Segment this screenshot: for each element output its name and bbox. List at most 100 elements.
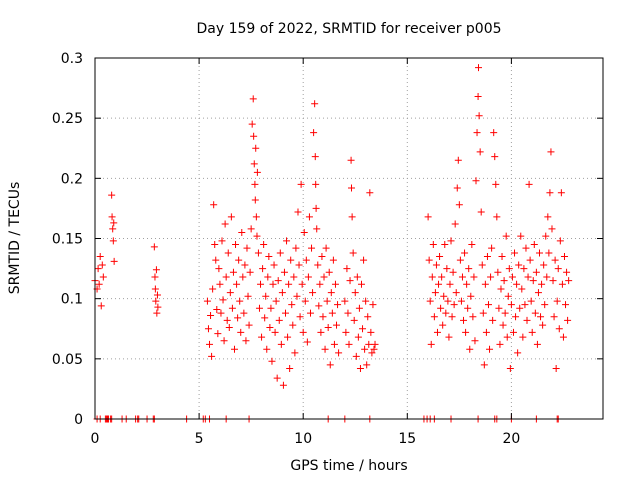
data-point (266, 324, 274, 332)
data-point (563, 268, 571, 276)
data-point (313, 225, 321, 233)
grid-lines (95, 58, 603, 419)
data-point (267, 304, 275, 312)
data-point (519, 333, 527, 341)
data-point (253, 168, 261, 176)
data-point (326, 361, 334, 369)
y-tick-label: 0 (74, 412, 83, 428)
data-point (315, 302, 323, 310)
data-point (545, 249, 553, 257)
data-point (227, 213, 235, 221)
data-point (444, 297, 452, 305)
data-point (458, 273, 466, 281)
data-point (514, 349, 522, 357)
data-point (253, 232, 261, 240)
data-point (317, 328, 325, 336)
data-point (560, 253, 568, 261)
data-point (368, 349, 376, 357)
data-point (492, 180, 500, 188)
data-point (489, 316, 497, 324)
data-point (288, 301, 296, 309)
data-point (529, 277, 537, 285)
data-point (297, 180, 305, 188)
data-point (349, 249, 357, 257)
data-point (470, 273, 478, 281)
data-point (425, 256, 433, 264)
data-point (243, 244, 251, 252)
data-point (497, 285, 505, 293)
data-point (333, 321, 341, 329)
data-point (518, 285, 526, 293)
data-point (95, 280, 103, 288)
data-point (559, 333, 567, 341)
data-point (109, 237, 117, 245)
data-point (335, 349, 343, 357)
data-point (550, 313, 558, 321)
data-point (490, 129, 498, 137)
data-point (208, 352, 216, 360)
data-point (548, 225, 556, 233)
data-point (154, 303, 162, 311)
data-point (328, 309, 336, 317)
data-point (210, 201, 218, 209)
data-point (260, 241, 268, 249)
data-point (255, 304, 263, 312)
data-point (427, 340, 435, 348)
data-point (250, 160, 258, 168)
data-point (476, 148, 484, 156)
data-point (472, 177, 480, 185)
data-point (477, 208, 485, 216)
chart-title: Day 159 of 2022, SRMTID for receiver p00… (196, 21, 501, 37)
data-point (257, 280, 265, 288)
data-point (247, 225, 255, 233)
data-point (540, 261, 548, 269)
data-point (522, 244, 530, 252)
data-point (504, 292, 512, 300)
data-point (565, 277, 573, 285)
data-point (97, 302, 105, 310)
data-point (512, 313, 520, 321)
data-point (153, 309, 161, 317)
data-point (290, 273, 298, 281)
data-point (547, 148, 555, 156)
data-point (352, 352, 360, 360)
data-point (296, 313, 304, 321)
data-point (219, 296, 227, 304)
y-tick-label: 0.15 (52, 232, 83, 248)
data-point (314, 261, 322, 269)
data-point (516, 304, 524, 312)
data-point (449, 268, 457, 276)
data-point (475, 112, 483, 120)
data-point (327, 289, 335, 297)
data-point (353, 273, 361, 281)
data-point (369, 301, 377, 309)
data-point (341, 297, 349, 305)
data-point (531, 309, 539, 317)
data-point (467, 292, 475, 300)
data-point (233, 280, 241, 288)
data-point (150, 243, 158, 251)
data-point (357, 280, 365, 288)
y-tick-label: 0.3 (61, 51, 83, 67)
data-point (151, 273, 159, 281)
data-point (438, 273, 446, 281)
data-point (222, 273, 230, 281)
data-point (252, 213, 260, 221)
data-point (246, 268, 254, 276)
data-point (278, 289, 286, 297)
data-point (541, 301, 549, 309)
data-point (453, 184, 461, 192)
data-point (330, 340, 338, 348)
data-point (209, 285, 217, 293)
data-point (287, 256, 295, 264)
data-point (334, 301, 342, 309)
data-point (481, 280, 489, 288)
data-point (486, 345, 494, 353)
data-point (240, 309, 248, 317)
data-point (446, 280, 454, 288)
data-point (465, 265, 473, 273)
data-point (507, 301, 515, 309)
data-point (261, 314, 269, 322)
data-point (306, 309, 314, 317)
data-point (496, 340, 504, 348)
